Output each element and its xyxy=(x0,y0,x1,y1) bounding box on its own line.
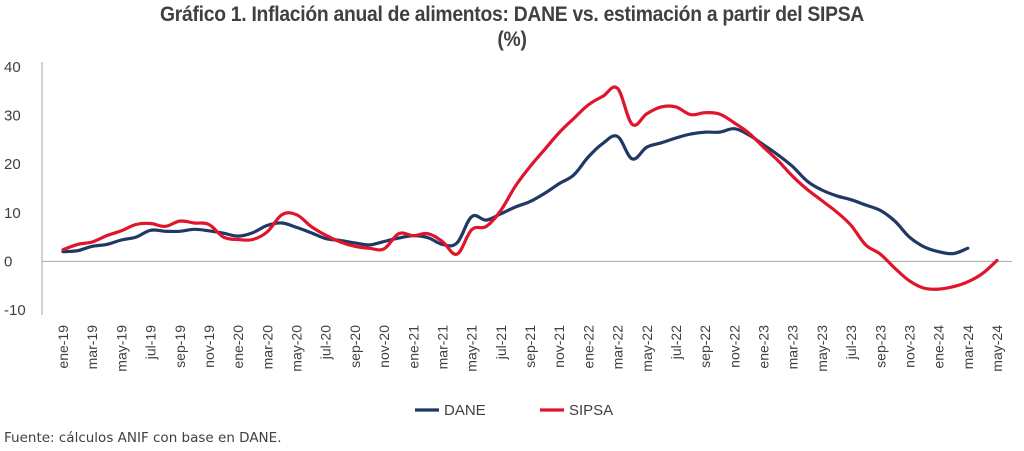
x-tick-label: sep-23 xyxy=(872,325,888,368)
x-tick-label: mar-24 xyxy=(960,325,976,370)
legend-label-sipsa: SIPSA xyxy=(569,402,613,419)
y-tick-label: 40 xyxy=(4,59,21,76)
series-line-sipsa xyxy=(61,85,999,291)
y-tick-label: 30 xyxy=(4,108,21,125)
x-tick-label: jul-20 xyxy=(318,325,334,360)
legend-label-dane: DANE xyxy=(444,402,486,419)
x-tick-label: mar-19 xyxy=(84,325,100,370)
source-note: Fuente: cálculos ANIF con base en DANE. xyxy=(4,430,282,446)
legend: DANE SIPSA xyxy=(415,402,613,419)
x-tick-label: jul-19 xyxy=(143,325,159,360)
x-tick-label: ene-21 xyxy=(405,325,421,369)
x-tick-label: ene-22 xyxy=(580,325,596,369)
x-tick-label: nov-22 xyxy=(726,325,742,368)
series-layer xyxy=(61,85,999,291)
y-tick-label: -10 xyxy=(4,302,26,319)
x-tick-label: may-22 xyxy=(639,325,655,372)
x-tick-label: sep-22 xyxy=(697,325,713,368)
x-tick-label: ene-20 xyxy=(230,325,246,369)
x-tick-label: ene-23 xyxy=(756,325,772,369)
x-tick-label: mar-20 xyxy=(259,325,275,370)
x-tick-label: sep-21 xyxy=(522,325,538,368)
chart-subtitle: (%) xyxy=(497,28,527,51)
x-tick-label: nov-19 xyxy=(201,325,217,368)
x-tick-label: may-24 xyxy=(989,325,1005,372)
x-tick-label: may-20 xyxy=(289,325,305,372)
series-line-dane xyxy=(61,127,970,256)
x-tick-label: may-19 xyxy=(113,325,129,372)
x-tick-label: nov-23 xyxy=(901,325,917,368)
x-tick-label: nov-20 xyxy=(376,325,392,368)
x-tick-label: sep-20 xyxy=(347,325,363,368)
y-tick-label: 20 xyxy=(4,156,21,173)
x-tick-label: ene-24 xyxy=(931,325,947,369)
x-tick-label: mar-21 xyxy=(434,325,450,370)
x-axis: ene-19 mar-19 may-19 jul-19 sep-19 nov-19 ene-… xyxy=(42,260,1012,372)
x-tick-label: may-23 xyxy=(814,325,830,372)
chart-title-line: Gráfico 1. Inflación anual de alimentos:… xyxy=(160,3,864,26)
x-tick-label: jul-21 xyxy=(493,325,509,360)
x-tick-label: mar-22 xyxy=(610,325,626,370)
x-tick-label: jul-23 xyxy=(843,325,859,360)
y-axis: -10 0 10 20 30 40 xyxy=(4,59,43,319)
x-tick-label: sep-19 xyxy=(172,325,188,368)
y-tick-label: 0 xyxy=(4,253,12,270)
x-tick-label: ene-19 xyxy=(55,325,71,369)
x-tick-label: mar-23 xyxy=(785,325,801,370)
x-tick-label: nov-21 xyxy=(551,325,567,368)
y-tick-label: 10 xyxy=(4,205,21,222)
x-tick-label: jul-22 xyxy=(668,325,684,360)
chart-title: Gráfico 1. Inflación anual de alimentos:… xyxy=(0,2,1024,52)
x-tick-label: may-21 xyxy=(464,325,480,372)
